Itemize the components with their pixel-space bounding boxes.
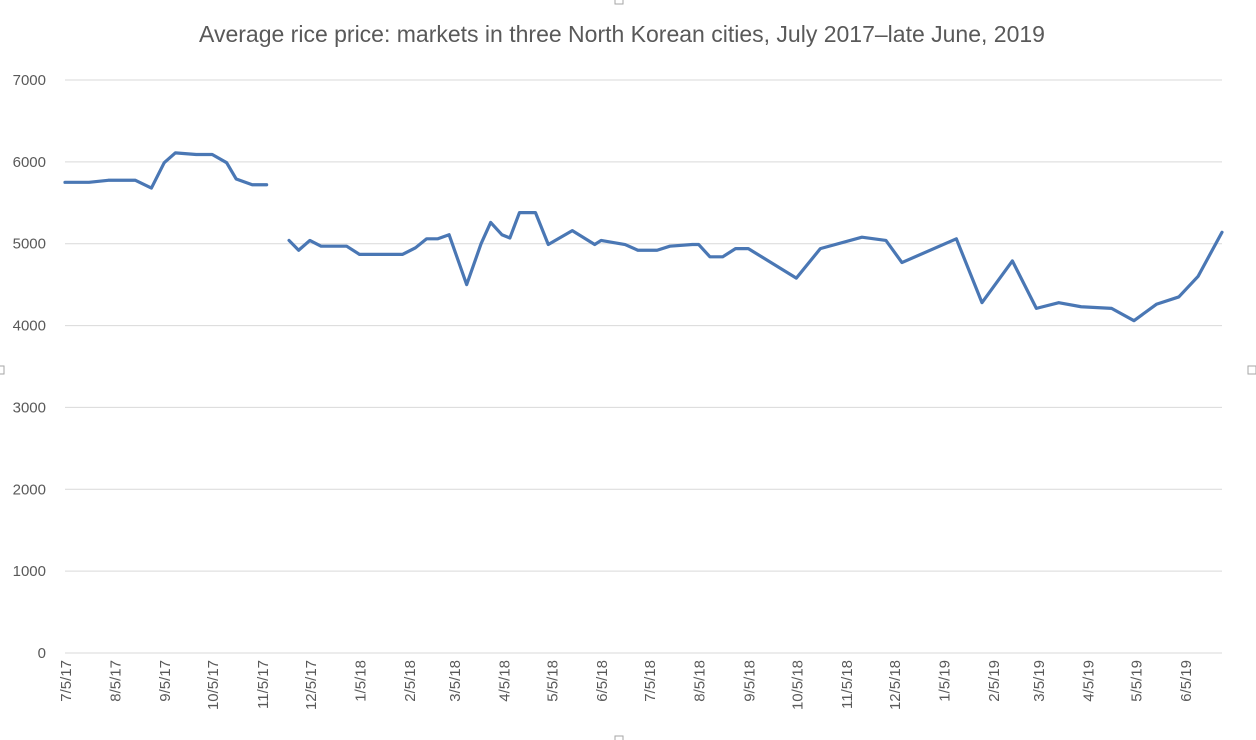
series-line-segment bbox=[287, 211, 1224, 323]
x-tick-label: 8/5/17 bbox=[108, 660, 125, 702]
x-tick-label: 4/5/18 bbox=[496, 660, 513, 702]
resize-handle-bottom[interactable] bbox=[614, 735, 624, 740]
x-tick-label: 9/5/18 bbox=[741, 660, 758, 702]
y-tick-label: 5000 bbox=[13, 236, 46, 253]
x-tick-label: 1/5/18 bbox=[352, 660, 369, 702]
y-tick-label: 3000 bbox=[13, 399, 46, 416]
resize-handle-left[interactable] bbox=[0, 365, 5, 375]
y-axis-ticks: 0 1000 2000 3000 4000 5000 6000 7000 bbox=[13, 72, 46, 662]
y-tick-label: 6000 bbox=[13, 154, 46, 171]
x-tick-label: 1/5/19 bbox=[937, 660, 954, 702]
resize-handle-top[interactable] bbox=[614, 0, 624, 5]
chart-title: Average rice price: markets in three Nor… bbox=[199, 21, 1045, 47]
x-tick-label: 4/5/19 bbox=[1081, 660, 1098, 702]
x-tick-label: 7/5/17 bbox=[58, 660, 75, 702]
series-line-segment bbox=[63, 151, 269, 190]
x-tick-label: 11/5/17 bbox=[255, 660, 272, 709]
x-tick-label: 7/5/18 bbox=[642, 660, 659, 702]
y-tick-label: 0 bbox=[38, 645, 46, 662]
x-tick-label: 2/5/19 bbox=[986, 660, 1003, 702]
y-tick-label: 2000 bbox=[13, 481, 46, 498]
x-tick-label: 6/5/18 bbox=[594, 660, 611, 702]
x-tick-label: 5/5/19 bbox=[1129, 660, 1146, 702]
x-axis-ticks: 7/5/17 8/5/17 9/5/17 10/5/17 11/5/17 12/5/17 1… bbox=[58, 660, 1195, 710]
x-tick-label: 3/5/18 bbox=[447, 660, 464, 702]
x-tick-label: 10/5/18 bbox=[789, 660, 806, 710]
resize-handle-right[interactable] bbox=[1247, 365, 1256, 375]
x-tick-label: 8/5/18 bbox=[692, 660, 709, 702]
x-tick-label: 3/5/19 bbox=[1031, 660, 1048, 702]
x-tick-label: 12/5/17 bbox=[303, 660, 320, 710]
x-tick-label: 10/5/17 bbox=[205, 660, 222, 710]
y-tick-label: 4000 bbox=[13, 318, 46, 335]
x-tick-label: 9/5/17 bbox=[157, 660, 174, 702]
x-tick-label: 11/5/18 bbox=[839, 660, 856, 709]
x-tick-label: 12/5/18 bbox=[887, 660, 904, 710]
gridlines bbox=[65, 79, 1222, 654]
x-tick-label: 6/5/19 bbox=[1178, 660, 1195, 702]
series-layer bbox=[63, 151, 1224, 323]
x-tick-label: 5/5/18 bbox=[544, 660, 561, 702]
y-tick-label: 1000 bbox=[13, 563, 46, 580]
y-tick-label: 7000 bbox=[13, 72, 46, 89]
x-tick-label: 2/5/18 bbox=[402, 660, 419, 702]
